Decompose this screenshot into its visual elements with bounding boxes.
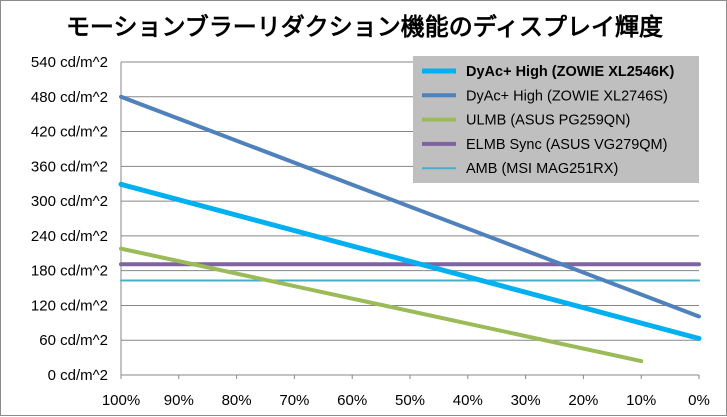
series-line <box>119 246 644 364</box>
legend: DyAc+ High (ZOWIE XL2546K) DyAc+ High (ZO… <box>413 56 699 183</box>
x-tick-label: 20% <box>568 392 598 409</box>
series-line <box>118 181 702 341</box>
y-tick-label: 480 cd/m^2 <box>31 89 108 106</box>
y-tick-label: 540 cd/m^2 <box>31 54 108 71</box>
series-line <box>119 94 701 319</box>
x-tick-label: 10% <box>626 392 656 409</box>
y-tick-label: 60 cd/m^2 <box>39 332 108 349</box>
x-tick-label: 50% <box>395 392 425 409</box>
legend-label: AMB (MSI MAG251RX) <box>466 161 618 177</box>
y-tick-label: 120 cd/m^2 <box>31 297 108 314</box>
legend-label: DyAc+ High (ZOWIE XL2546K) <box>466 64 674 80</box>
series-lines <box>118 94 702 364</box>
x-tick-label: 40% <box>453 392 483 409</box>
x-tick-label: 90% <box>164 392 194 409</box>
legend-label: ULMB (ASUS PG259QN) <box>466 113 630 129</box>
y-tick-label: 360 cd/m^2 <box>31 158 108 175</box>
x-tick-label: 30% <box>511 392 541 409</box>
legend-label: DyAc+ High (ZOWIE XL2746S) <box>466 88 668 104</box>
x-axis-ticks: 100% 90% 80% 70% 60% 50% 40% 30% 20% 10% 0% <box>102 392 710 409</box>
legend-box <box>413 56 699 183</box>
axes <box>120 62 700 379</box>
y-tick-label: 180 cd/m^2 <box>31 263 108 280</box>
legend-label: ELMB Sync (ASUS VG279QM) <box>466 137 667 153</box>
y-tick-label: 300 cd/m^2 <box>31 193 108 210</box>
y-tick-label: 420 cd/m^2 <box>31 124 108 141</box>
chart-title: モーションブラーリダクション機能のディスプレイ輝度 <box>65 13 664 41</box>
y-tick-label: 240 cd/m^2 <box>31 228 108 245</box>
y-tick-label: 0 cd/m^2 <box>48 367 108 384</box>
x-tick-label: 80% <box>222 392 252 409</box>
y-axis-ticks: 0 cd/m^2 60 cd/m^2 120 cd/m^2 180 cd/m^2 240… <box>31 54 108 384</box>
x-tick-label: 70% <box>279 392 309 409</box>
x-tick-label: 100% <box>102 392 140 409</box>
x-tick-label: 0% <box>688 392 710 409</box>
x-tick-label: 60% <box>337 392 367 409</box>
